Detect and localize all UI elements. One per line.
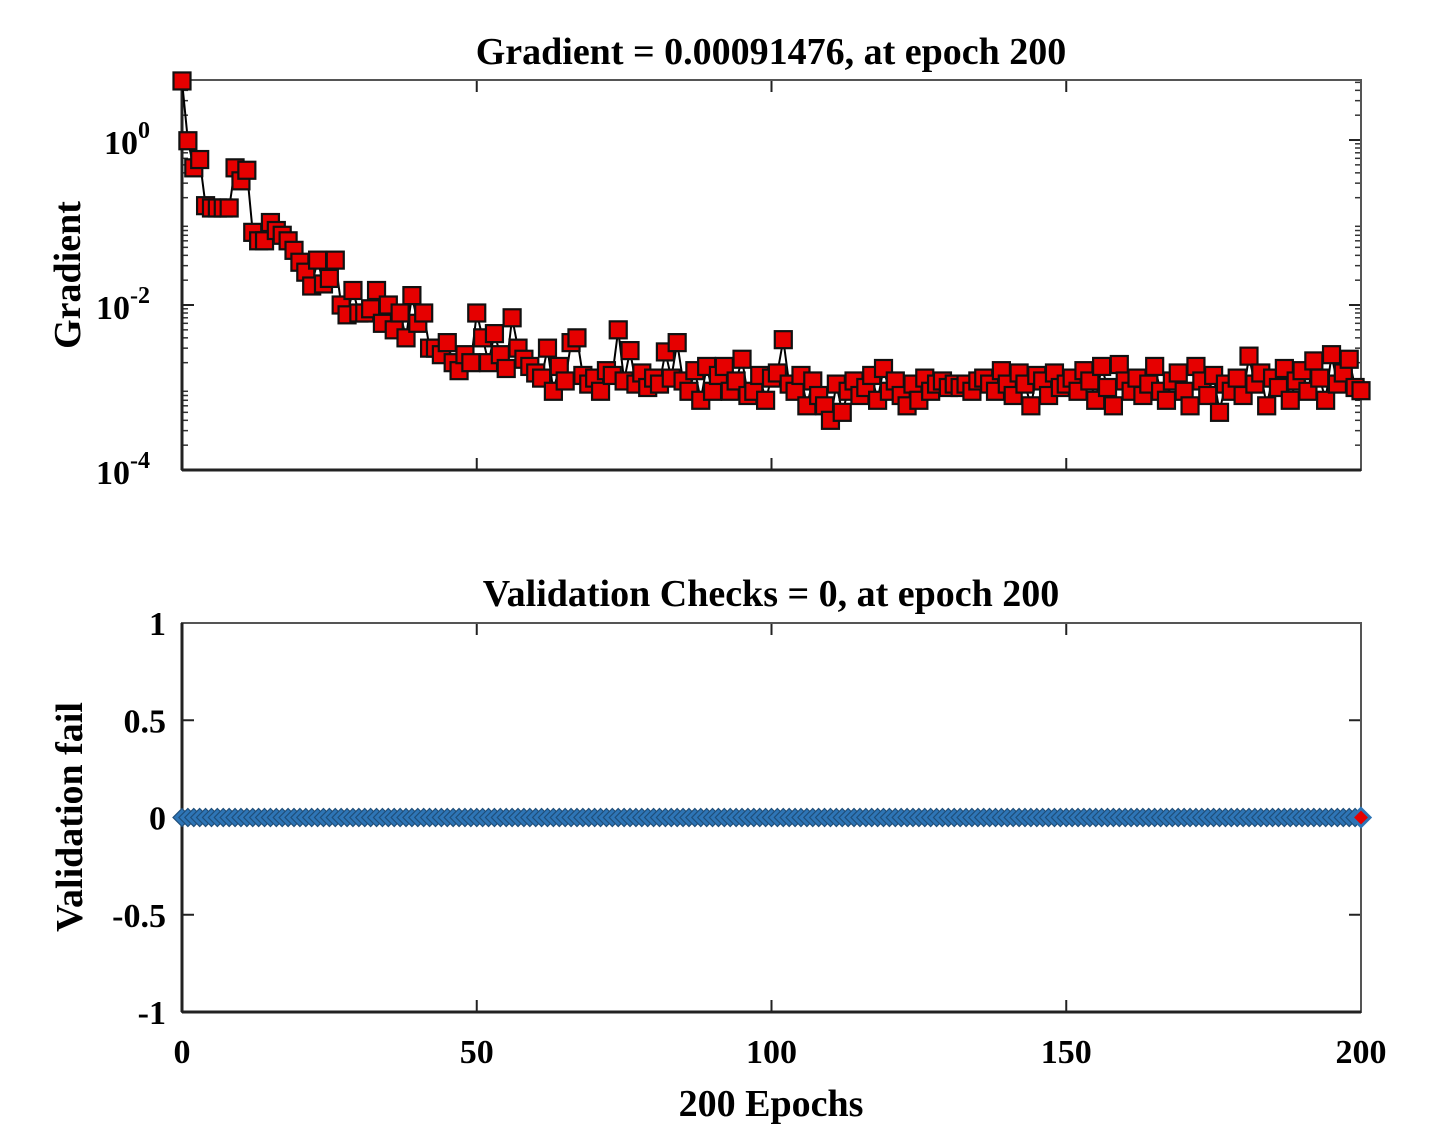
gradient-point [726, 371, 746, 391]
gradient-point [608, 320, 628, 340]
y-tick-label: 1 [149, 606, 166, 643]
y-tick-label: 10-4 [96, 448, 150, 492]
gradient-point [1339, 349, 1359, 369]
gradient-point [1168, 363, 1188, 383]
y-tick-label: 0 [149, 801, 166, 838]
gradient-point [1097, 377, 1118, 398]
gradient-point [390, 303, 410, 323]
gradient-point [1321, 345, 1342, 365]
gradient-point [178, 131, 198, 151]
y-tick-label: -0.5 [112, 898, 166, 935]
validation-title: Validation Checks = 0, at epoch 200 [483, 573, 1060, 615]
gradient-point [1145, 356, 1165, 377]
gradient-point [1316, 390, 1336, 410]
gradient-point [1257, 396, 1277, 416]
gradient-point [702, 381, 723, 401]
gradient-point [1156, 390, 1177, 410]
validation-plot: 10.50-0.5-10 50 100 150 200 [112, 606, 1386, 1071]
gradient-point [1227, 368, 1247, 388]
x-tick-label: 0 [174, 1034, 191, 1071]
x-tick-label: 100 [746, 1034, 797, 1071]
y-tick-label: 100 [104, 118, 150, 162]
validation-ylabel: Validation fail [49, 702, 91, 932]
gradient-point [219, 198, 239, 218]
gradient-point [1351, 381, 1371, 401]
gradient-point [402, 286, 422, 306]
gradient-point [366, 280, 387, 301]
gradient-ylabel: Gradient [47, 201, 89, 349]
gradient-point [756, 390, 776, 410]
gradient-point [555, 371, 575, 391]
gradient-point [732, 349, 752, 369]
gradient-point [343, 280, 363, 301]
gradient-point [590, 381, 611, 401]
y-tick-label: -1 [138, 995, 166, 1032]
gradient-point [461, 353, 481, 373]
gradient-point [620, 341, 640, 361]
gradient-title: Gradient = 0.00091476, at epoch 200 [476, 31, 1067, 73]
x-tick-label: 150 [1041, 1034, 1092, 1071]
gradient-point [1304, 351, 1324, 371]
gradient-point [1209, 402, 1230, 422]
x-axis-label: 200 Epochs [679, 1083, 864, 1125]
x-tick-label: 200 [1336, 1034, 1387, 1071]
gradient-point [325, 250, 345, 270]
gradient-point [307, 250, 328, 270]
gradient-point [172, 71, 192, 91]
gradient-point [437, 333, 457, 353]
gradient-point [502, 308, 522, 328]
gradient-point [537, 338, 558, 358]
gradient-point [396, 328, 416, 348]
gradient-point [190, 149, 210, 170]
gradient-point [467, 303, 487, 323]
y-tick-label: 0.5 [124, 703, 167, 740]
y-tick-label: 10-2 [96, 283, 150, 327]
gradient-point [319, 268, 339, 289]
gradient-point [237, 160, 257, 180]
gradient-plot: 100 10-2 10-4 [96, 71, 1371, 492]
gradient-point [1280, 390, 1300, 410]
gradient-point [1198, 385, 1218, 406]
gradient-point [1180, 396, 1200, 416]
final-epoch-point [1349, 806, 1373, 829]
x-tick-label: 50 [460, 1034, 494, 1071]
gradient-point [484, 324, 505, 344]
gradient-point [1109, 354, 1129, 375]
gradient-point [1310, 368, 1330, 388]
gradient-point [1239, 346, 1259, 366]
gradient-point [414, 303, 434, 323]
gradient-point [1103, 396, 1124, 416]
gradient-point [667, 333, 687, 353]
gradient-point [773, 330, 793, 350]
gradient-point [832, 402, 852, 422]
gradient-point [567, 328, 587, 348]
gradient-point [1092, 356, 1112, 377]
gradient-point [496, 358, 516, 379]
gradient-point [1021, 396, 1041, 416]
